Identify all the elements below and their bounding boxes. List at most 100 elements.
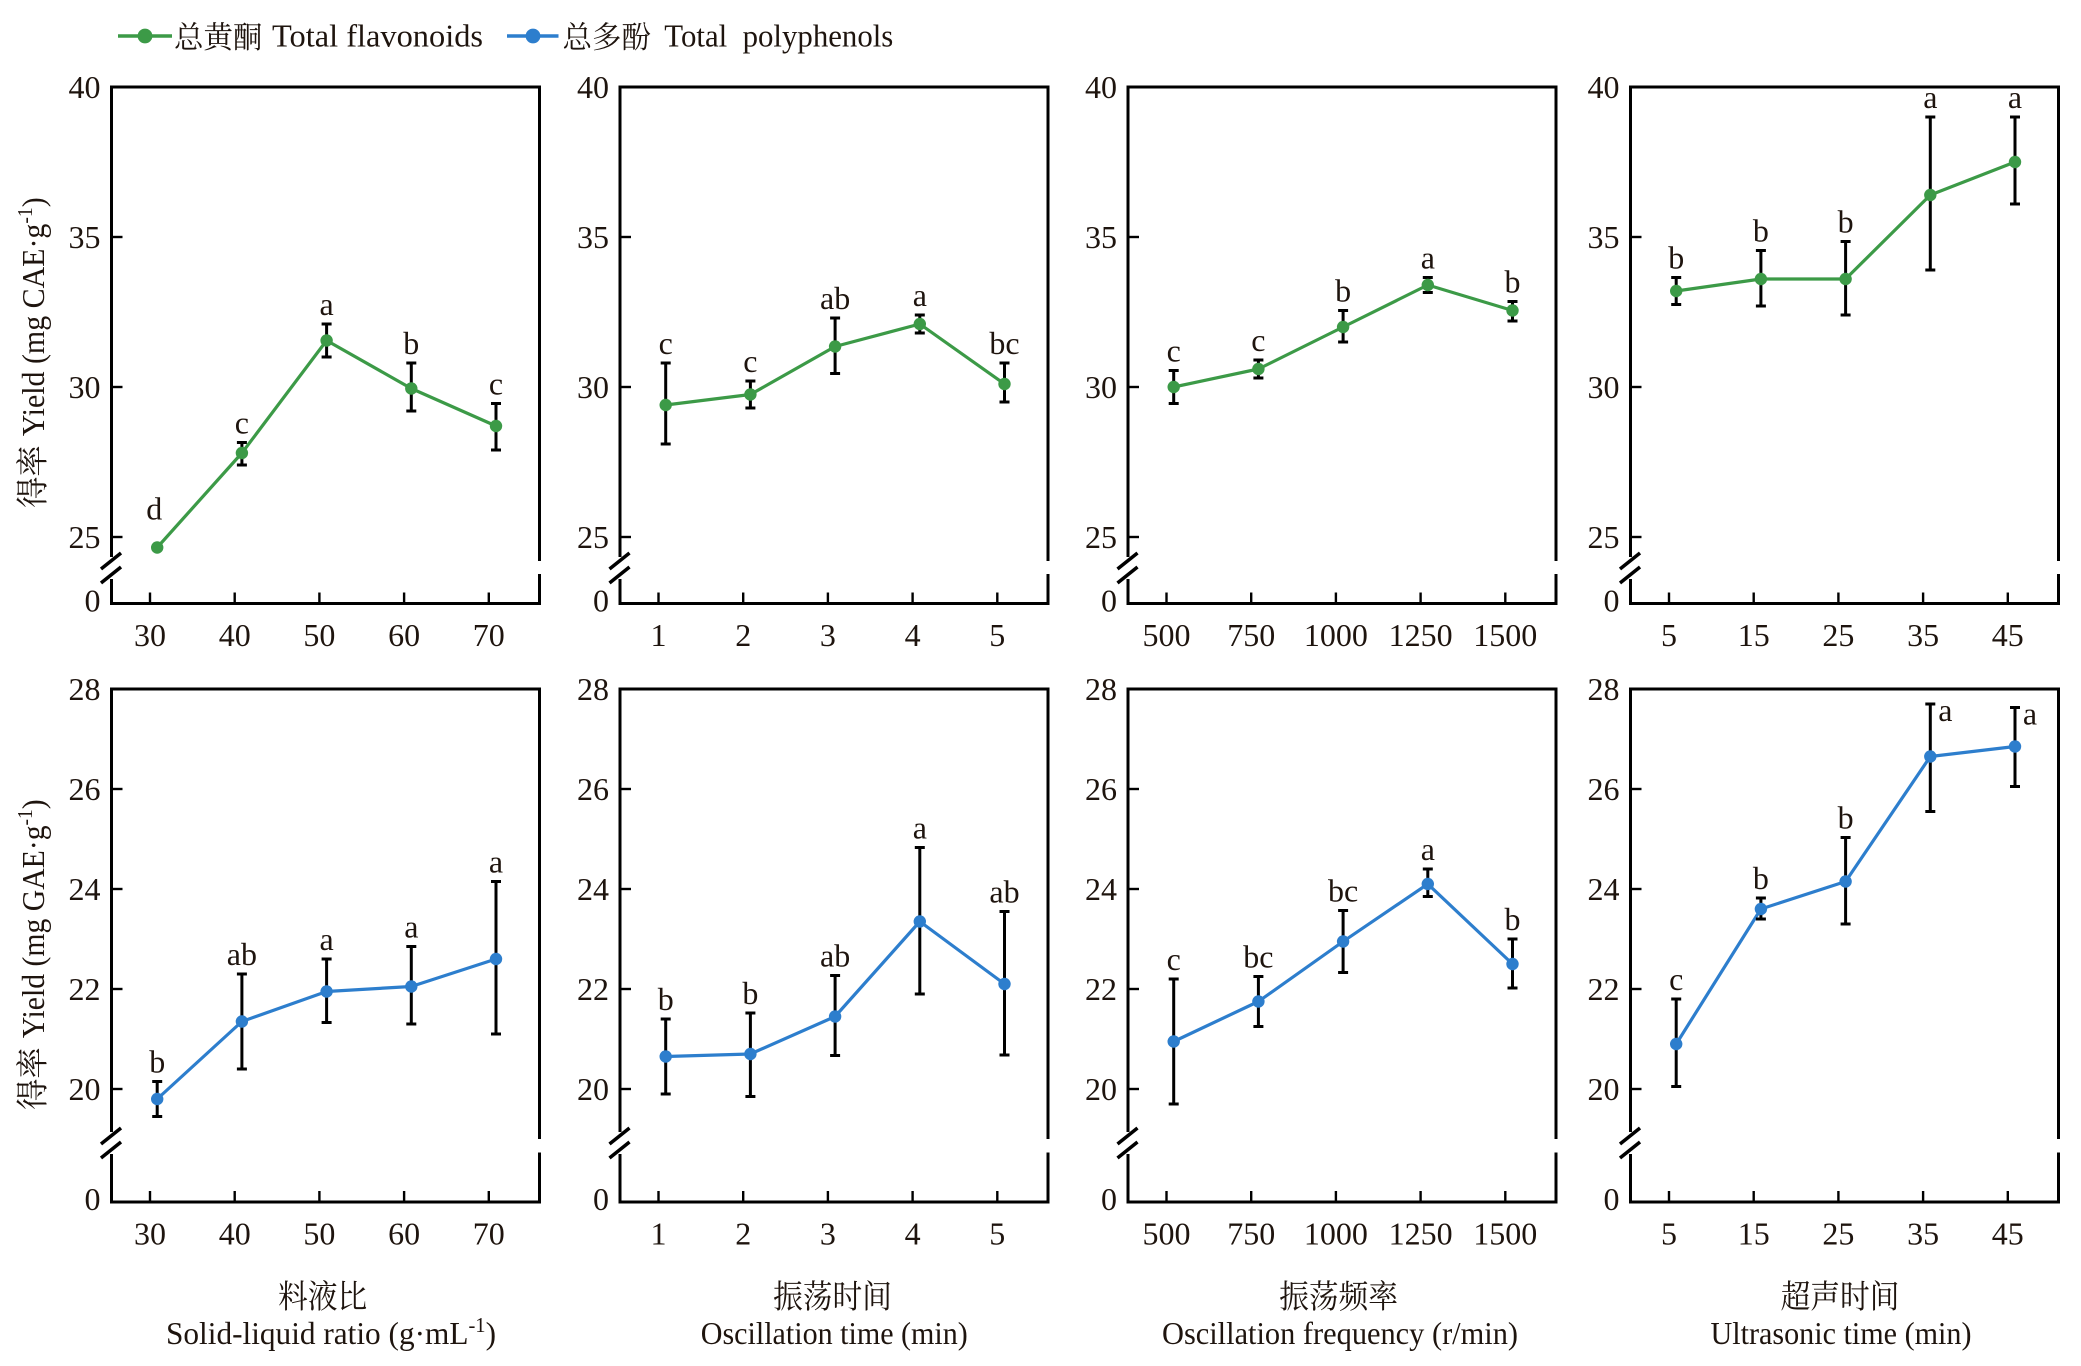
- svg-text:25: 25: [1085, 519, 1117, 555]
- svg-text:60: 60: [388, 617, 420, 653]
- svg-text:Yield (mg GAE·g-1): Yield (mg GAE·g-1): [13, 799, 51, 1038]
- svg-text:28: 28: [69, 671, 101, 707]
- svg-text:35: 35: [1907, 617, 1939, 653]
- svg-text:0: 0: [1604, 583, 1620, 619]
- svg-text:25: 25: [577, 519, 609, 555]
- svg-text:b: b: [1505, 264, 1521, 300]
- svg-text:22: 22: [577, 971, 609, 1007]
- svg-text:40: 40: [69, 69, 101, 105]
- svg-text:3: 3: [820, 617, 836, 653]
- svg-text:3: 3: [820, 1216, 836, 1252]
- svg-text:40: 40: [1588, 69, 1620, 105]
- svg-text:26: 26: [1588, 771, 1620, 807]
- svg-text:40: 40: [219, 1216, 251, 1252]
- svg-text:Total polyphenols: Total polyphenols: [664, 18, 893, 54]
- svg-text:35: 35: [1085, 219, 1117, 255]
- svg-text:5: 5: [1661, 1216, 1677, 1252]
- svg-text:1000: 1000: [1304, 1216, 1368, 1252]
- svg-text:45: 45: [1992, 617, 2024, 653]
- svg-text:25: 25: [1822, 1216, 1854, 1252]
- svg-text:b: b: [1668, 240, 1684, 276]
- svg-text:c: c: [1669, 961, 1683, 997]
- svg-text:20: 20: [1588, 1071, 1620, 1107]
- svg-text:15: 15: [1738, 617, 1770, 653]
- svg-text:a: a: [319, 286, 333, 322]
- svg-text:b: b: [403, 325, 419, 361]
- svg-text:a: a: [489, 844, 503, 880]
- svg-text:0: 0: [85, 583, 101, 619]
- svg-text:b: b: [1505, 901, 1521, 937]
- svg-text:a: a: [2023, 696, 2037, 732]
- svg-text:4: 4: [905, 1216, 921, 1252]
- svg-text:Oscillation frequency (r/min): Oscillation frequency (r/min): [1162, 1315, 1518, 1351]
- svg-text:25: 25: [1822, 617, 1854, 653]
- svg-text:b: b: [1753, 213, 1769, 249]
- svg-text:50: 50: [303, 617, 335, 653]
- svg-text:b: b: [1838, 204, 1854, 240]
- svg-text:20: 20: [577, 1071, 609, 1107]
- svg-text:ab: ab: [989, 874, 1019, 910]
- svg-text:24: 24: [577, 871, 609, 907]
- svg-text:b: b: [658, 981, 674, 1017]
- svg-text:b: b: [742, 975, 758, 1011]
- svg-text:1: 1: [651, 617, 667, 653]
- svg-text:35: 35: [1588, 219, 1620, 255]
- svg-text:0: 0: [1101, 583, 1117, 619]
- svg-text:750: 750: [1227, 1216, 1275, 1252]
- svg-text:c: c: [235, 405, 249, 441]
- svg-text:30: 30: [134, 617, 166, 653]
- svg-text:a: a: [1421, 831, 1435, 867]
- svg-text:20: 20: [69, 1071, 101, 1107]
- svg-text:0: 0: [593, 1181, 609, 1217]
- svg-text:Oscillation time (min): Oscillation time (min): [701, 1315, 968, 1351]
- svg-text:24: 24: [1085, 871, 1117, 907]
- svg-text:30: 30: [1085, 369, 1117, 405]
- svg-text:1000: 1000: [1304, 617, 1368, 653]
- svg-text:c: c: [743, 343, 757, 379]
- svg-text:1500: 1500: [1473, 1216, 1537, 1252]
- svg-text:35: 35: [69, 219, 101, 255]
- svg-text:b: b: [1838, 800, 1854, 836]
- svg-text:28: 28: [1588, 671, 1620, 707]
- svg-text:b: b: [1335, 273, 1351, 309]
- svg-text:30: 30: [134, 1216, 166, 1252]
- svg-text:50: 50: [303, 1216, 335, 1252]
- svg-text:28: 28: [1085, 671, 1117, 707]
- svg-text:24: 24: [1588, 871, 1620, 907]
- svg-text:35: 35: [1907, 1216, 1939, 1252]
- svg-text:28: 28: [577, 671, 609, 707]
- svg-text:bc: bc: [1328, 873, 1358, 909]
- svg-text:0: 0: [85, 1181, 101, 1217]
- svg-text:Ultrasonic time (min): Ultrasonic time (min): [1711, 1315, 1972, 1351]
- svg-text:b: b: [1753, 860, 1769, 896]
- svg-text:2: 2: [735, 617, 751, 653]
- svg-text:22: 22: [69, 971, 101, 1007]
- svg-text:0: 0: [593, 583, 609, 619]
- svg-text:24: 24: [69, 871, 101, 907]
- svg-text:1250: 1250: [1389, 1216, 1453, 1252]
- svg-text:1: 1: [651, 1216, 667, 1252]
- svg-text:60: 60: [388, 1216, 420, 1252]
- svg-text:70: 70: [473, 1216, 505, 1252]
- svg-text:750: 750: [1227, 617, 1275, 653]
- svg-text:15: 15: [1738, 1216, 1770, 1252]
- svg-text:0: 0: [1101, 1181, 1117, 1217]
- svg-text:c: c: [1251, 322, 1265, 358]
- svg-text:Total flavonoids: Total flavonoids: [272, 18, 483, 54]
- svg-text:c: c: [489, 366, 503, 402]
- svg-text:40: 40: [219, 617, 251, 653]
- svg-text:a: a: [913, 810, 927, 846]
- svg-text:26: 26: [69, 771, 101, 807]
- svg-text:45: 45: [1992, 1216, 2024, 1252]
- svg-text:a: a: [1938, 692, 1952, 728]
- svg-text:5: 5: [989, 1216, 1005, 1252]
- svg-text:Yield (mg CAE·g-1): Yield (mg CAE·g-1): [13, 197, 51, 436]
- svg-text:26: 26: [577, 771, 609, 807]
- svg-text:b: b: [149, 1044, 165, 1080]
- svg-text:70: 70: [473, 617, 505, 653]
- svg-text:a: a: [404, 909, 418, 945]
- svg-text:30: 30: [69, 369, 101, 405]
- svg-text:c: c: [1167, 941, 1181, 977]
- svg-text:1250: 1250: [1389, 617, 1453, 653]
- svg-text:500: 500: [1143, 1216, 1191, 1252]
